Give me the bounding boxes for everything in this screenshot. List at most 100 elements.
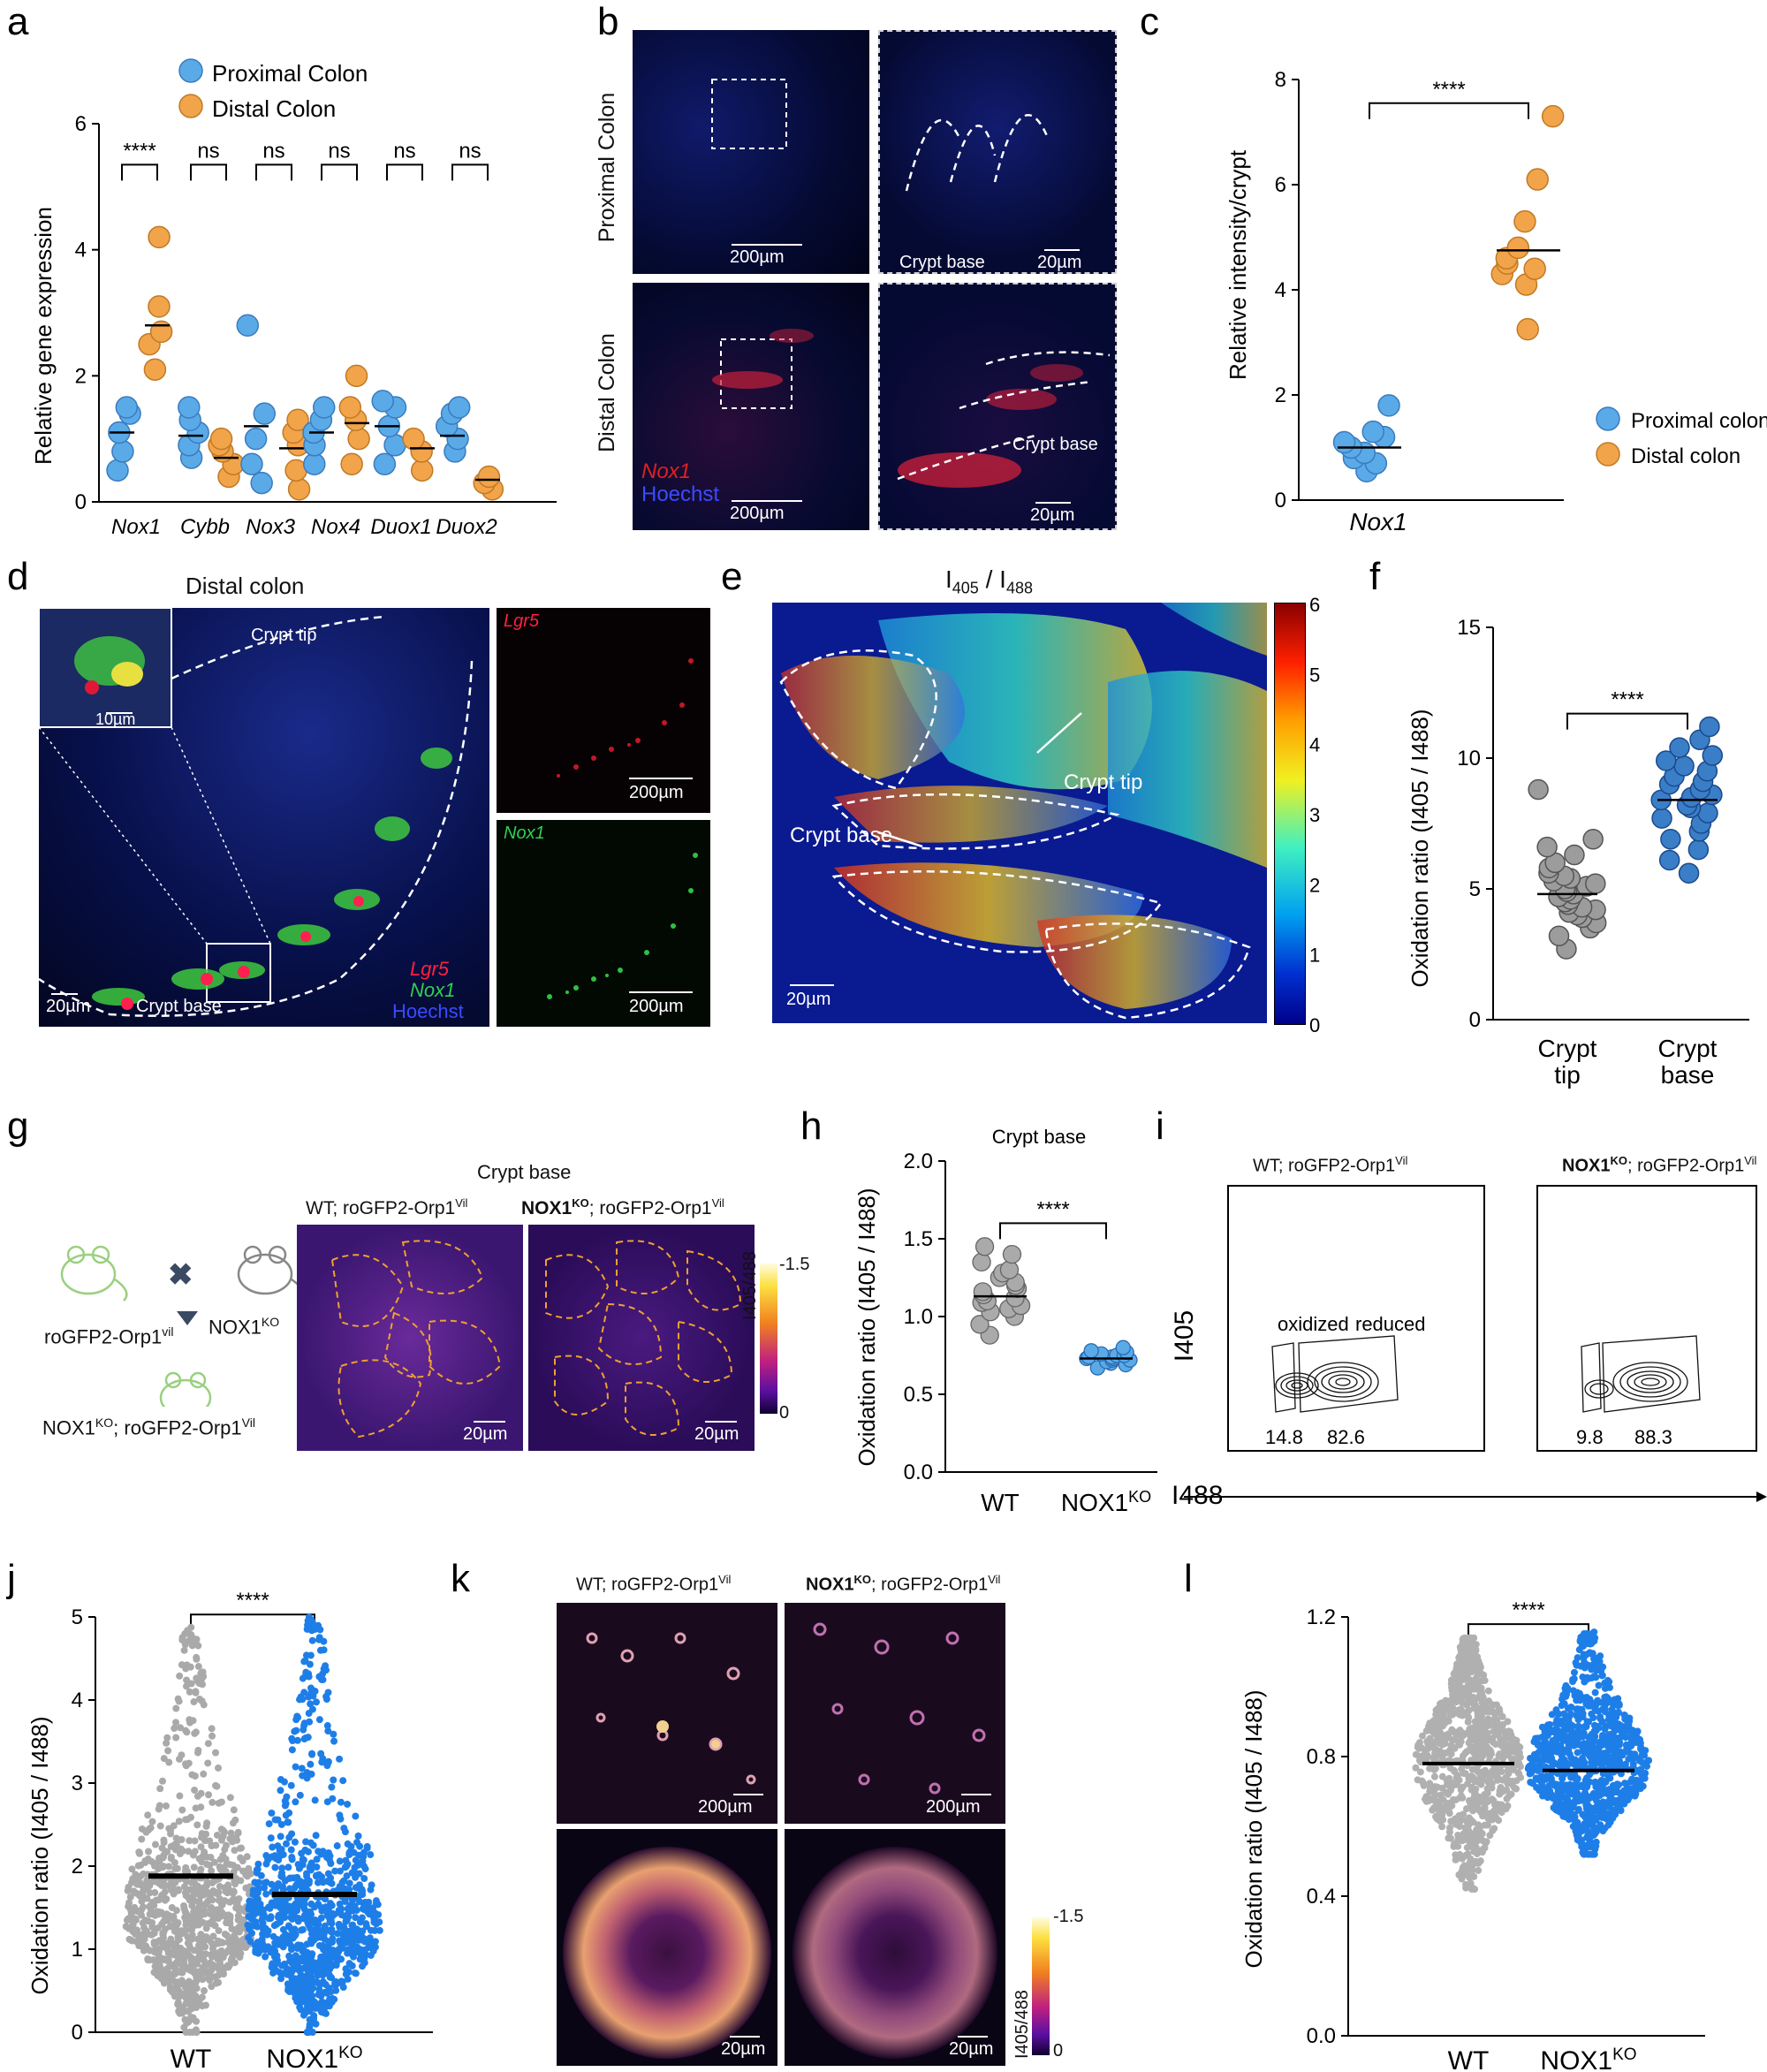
j-point-wt <box>178 1806 186 1814</box>
c-ytick-label: 6 <box>1275 173 1286 197</box>
panel-label-g: g <box>7 1104 29 1148</box>
j-point-ko <box>328 1901 336 1909</box>
l-point-wt <box>1471 1799 1479 1807</box>
panel-e: I405 / I488 Crypt tip Crypt bas <box>769 565 1334 1034</box>
j-point-ko <box>321 1953 329 1961</box>
l-point-wt <box>1463 1641 1471 1649</box>
a-sig-bracket <box>321 163 358 181</box>
l-point-wt <box>1453 1677 1461 1685</box>
l-point-ko <box>1601 1725 1609 1733</box>
a-point-distal <box>287 477 311 501</box>
c-legend-proximal-label: Proximal colon <box>1631 409 1767 433</box>
e-crypt-tip: Crypt tip <box>1064 770 1143 794</box>
legend-distal-marker <box>178 94 203 118</box>
j-point-ko <box>336 1755 344 1763</box>
j-point-wt <box>165 1825 173 1833</box>
j-point-ko <box>324 1689 332 1696</box>
a-point-proximal <box>371 390 394 413</box>
j-point-wt <box>161 1912 169 1920</box>
l-point-wt <box>1461 1824 1469 1832</box>
l-point-ko <box>1612 1796 1620 1804</box>
j-point-ko <box>274 1940 282 1948</box>
h-ytick-label: 0.5 <box>904 1383 933 1407</box>
j-xtick-sup: KO <box>338 2044 362 2062</box>
j-point-wt <box>169 1988 177 1996</box>
i-plot2-title: NOX1KO; roGFP2-Orp1Vil <box>1562 1154 1757 1176</box>
l-point-ko <box>1558 1702 1566 1710</box>
a-sig-bracket <box>386 163 423 181</box>
j-point-ko <box>271 1863 279 1871</box>
l-point-wt <box>1421 1795 1429 1803</box>
j-point-ko <box>292 1977 300 1985</box>
l-point-ko <box>1542 1738 1550 1746</box>
panel-label-f: f <box>1369 555 1381 598</box>
a-sig-label: ns <box>459 139 481 163</box>
l-point-ko <box>1601 1684 1609 1692</box>
l-point-ko <box>1601 1705 1609 1713</box>
j-point-ko <box>349 1940 357 1948</box>
l-point-ko <box>1584 1718 1592 1726</box>
j-point-wt <box>193 1905 201 1913</box>
j-point-ko <box>333 1842 341 1850</box>
j-point-wt <box>132 1915 140 1923</box>
l-point-ko <box>1612 1747 1619 1755</box>
j-point-wt <box>170 1941 178 1949</box>
l-point-wt <box>1478 1848 1486 1856</box>
l-point-wt <box>1507 1742 1515 1750</box>
f-ylabel: Oxidation ratio (I405 / I488) <box>1407 709 1433 987</box>
j-point-wt <box>171 1927 178 1935</box>
l-point-wt <box>1457 1683 1465 1691</box>
a-point-proximal <box>115 396 139 419</box>
j-point-wt <box>190 1698 198 1706</box>
f-sig-label: **** <box>1611 688 1643 712</box>
l-point-ko <box>1580 1651 1588 1658</box>
a-ytick-label: 6 <box>75 112 87 136</box>
j-point-ko <box>262 1929 269 1937</box>
j-point-wt <box>178 1835 186 1843</box>
l-point-ko <box>1532 1754 1540 1762</box>
l-point-wt <box>1430 1796 1437 1804</box>
l-point-wt <box>1438 1772 1446 1780</box>
l-point-ko <box>1574 1723 1582 1731</box>
j-point-wt <box>204 1740 212 1748</box>
l-point-wt <box>1471 1728 1479 1736</box>
j-point-ko <box>329 1935 337 1943</box>
j-point-ko <box>278 1869 286 1877</box>
l-point-ko <box>1627 1749 1634 1757</box>
j-point-ko <box>345 1879 353 1887</box>
j-point-ko <box>287 1969 295 1977</box>
j-point-ko <box>267 1915 275 1923</box>
l-point-ko <box>1543 1794 1551 1802</box>
l-point-ko <box>1574 1749 1581 1757</box>
l-point-wt <box>1412 1764 1420 1772</box>
l-point-ko <box>1591 1706 1599 1714</box>
l-point-wt <box>1470 1848 1478 1856</box>
l-point-wt <box>1457 1665 1465 1673</box>
f-point-base <box>1660 829 1681 850</box>
i-gate-reduced: reduced <box>1355 1313 1426 1335</box>
j-point-wt <box>200 1770 208 1778</box>
l-ytick-label: 0.8 <box>1307 1745 1336 1769</box>
c-xlabel: Nox1 <box>1349 508 1407 535</box>
l-point-ko <box>1620 1761 1628 1769</box>
h-sig-bracket <box>999 1222 1107 1240</box>
j-point-wt <box>162 1978 170 1986</box>
h-xtick-sup: KO <box>1128 1488 1151 1506</box>
l-point-ko <box>1581 1723 1589 1731</box>
j-point-wt <box>163 1739 171 1747</box>
j-point-ko <box>308 1749 316 1757</box>
l-point-wt <box>1430 1742 1437 1750</box>
panel-d: Distal colon Crypt tip 10µm Crypt base 2… <box>27 565 733 1034</box>
f-point-tip <box>1528 778 1549 801</box>
l-point-wt <box>1447 1785 1455 1793</box>
j-point-ko <box>370 1916 378 1924</box>
l-point-wt <box>1463 1748 1471 1756</box>
l-point-wt <box>1487 1749 1495 1757</box>
j-point-wt <box>122 1923 130 1931</box>
j-point-ko <box>353 1906 360 1914</box>
j-point-wt <box>219 1852 227 1860</box>
j-point-ko <box>319 1848 327 1856</box>
j-point-ko <box>268 1809 276 1817</box>
j-point-wt <box>207 1905 215 1913</box>
j-point-ko <box>337 1798 345 1806</box>
